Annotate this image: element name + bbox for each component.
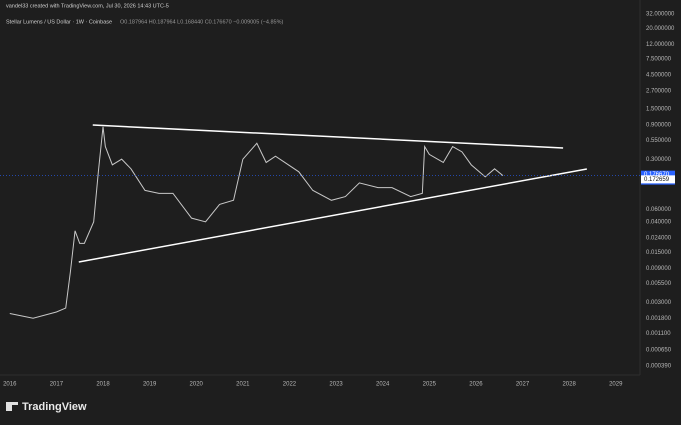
- price-label: 0.172659: [644, 177, 670, 183]
- brand: TradingView: [22, 401, 87, 413]
- x-tick-label: 2016: [3, 382, 17, 388]
- logo-mark: [6, 402, 12, 411]
- y-tick-label: 12.000000: [646, 42, 675, 48]
- x-tick-label: 2021: [236, 382, 250, 388]
- y-tick-label: 0.040000: [646, 219, 672, 225]
- x-tick-label: 2020: [190, 382, 204, 388]
- x-tick-label: 2019: [143, 382, 157, 388]
- y-tick-label: 32.000000: [646, 12, 675, 18]
- x-tick-label: 2018: [96, 382, 110, 388]
- trendline: [78, 168, 587, 263]
- y-tick-label: 0.009000: [646, 266, 672, 272]
- y-tick-label: 0.300000: [646, 157, 672, 163]
- y-tick-label: 0.003000: [646, 300, 672, 306]
- x-tick-label: 2023: [329, 382, 343, 388]
- y-tick-label: 2.700000: [646, 88, 672, 94]
- y-tick-label: 0.001800: [646, 316, 672, 322]
- price-line: [9, 126, 504, 319]
- x-tick-label: 2027: [516, 382, 530, 388]
- x-tick-label: 2022: [283, 382, 297, 388]
- y-tick-label: 0.000390: [646, 363, 672, 369]
- y-tick-label: 0.015000: [646, 250, 672, 256]
- chart-title: Stellar Lumens / US Dollar · 1W · Coinba…: [6, 19, 112, 25]
- y-tick-label: 7.500000: [646, 57, 672, 63]
- trendline: [92, 124, 564, 149]
- y-tick-label: 0.550000: [646, 138, 672, 144]
- y-tick-label: 20.000000: [646, 26, 675, 32]
- x-tick-label: 2024: [376, 382, 390, 388]
- y-tick-label: 0.000650: [646, 347, 672, 353]
- x-tick-label: 2028: [562, 382, 576, 388]
- y-tick-label: 4.500000: [646, 73, 672, 79]
- x-tick-label: 2026: [469, 382, 483, 388]
- x-tick-label: 2017: [50, 382, 64, 388]
- x-tick-label: 2029: [609, 382, 623, 388]
- logo-mark: [9, 402, 18, 405]
- price-label-box: [641, 175, 675, 184]
- y-tick-label: 0.005500: [646, 281, 672, 287]
- y-tick-label: 0.900000: [646, 123, 672, 129]
- price-label: 0.176670: [644, 172, 670, 178]
- y-tick-label: 0.024000: [646, 235, 672, 241]
- y-tick-label: 1.500000: [646, 107, 672, 113]
- y-tick-label: 0.001100: [646, 331, 671, 337]
- x-tick-label: 2025: [423, 382, 437, 388]
- ohlc: O0.187964 H0.187964 L0.168440 C0.176670 …: [120, 19, 283, 25]
- y-tick-label: 0.060000: [646, 207, 672, 213]
- logo: TradingView: [6, 401, 87, 413]
- attribution: vandel33 created with TradingView.com, J…: [6, 3, 169, 9]
